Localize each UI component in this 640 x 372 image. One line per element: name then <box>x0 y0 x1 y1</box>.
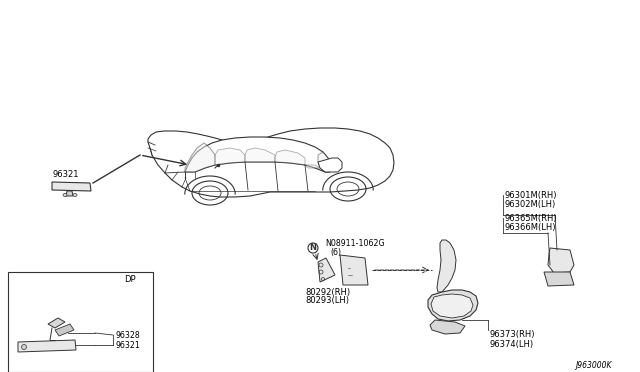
Ellipse shape <box>63 193 67 196</box>
Polygon shape <box>275 150 305 165</box>
Polygon shape <box>318 258 335 282</box>
Polygon shape <box>148 128 394 197</box>
Polygon shape <box>48 318 65 328</box>
Polygon shape <box>437 240 456 292</box>
Polygon shape <box>431 294 473 318</box>
Text: 96366M(LH): 96366M(LH) <box>505 222 557 231</box>
Text: 96302M(LH): 96302M(LH) <box>505 199 556 208</box>
Text: J963000K: J963000K <box>575 360 611 369</box>
Polygon shape <box>318 158 342 172</box>
Polygon shape <box>66 191 73 196</box>
Ellipse shape <box>22 344 26 350</box>
Text: DP: DP <box>124 276 136 285</box>
Polygon shape <box>340 255 368 285</box>
Polygon shape <box>18 340 76 352</box>
Ellipse shape <box>308 243 318 253</box>
Bar <box>8 272 153 372</box>
Text: 96365M(RH): 96365M(RH) <box>505 214 557 222</box>
Text: 96321: 96321 <box>52 170 79 179</box>
Text: 96374(LH): 96374(LH) <box>490 340 534 349</box>
Text: 96328: 96328 <box>115 330 140 340</box>
Text: 80292(RH): 80292(RH) <box>305 288 350 296</box>
Text: 96301M(RH): 96301M(RH) <box>505 190 557 199</box>
Polygon shape <box>428 290 478 321</box>
Polygon shape <box>318 152 330 172</box>
Ellipse shape <box>73 193 77 196</box>
Polygon shape <box>215 148 245 165</box>
Text: 80293(LH): 80293(LH) <box>305 296 349 305</box>
Polygon shape <box>548 248 574 273</box>
Text: N: N <box>310 244 317 253</box>
Text: 96373(RH): 96373(RH) <box>490 330 536 340</box>
Polygon shape <box>52 182 91 191</box>
Polygon shape <box>55 324 74 336</box>
Polygon shape <box>185 143 215 172</box>
Polygon shape <box>544 272 574 286</box>
Polygon shape <box>305 165 320 168</box>
Text: N08911-1062G: N08911-1062G <box>325 238 385 247</box>
Text: 96321: 96321 <box>115 340 140 350</box>
Polygon shape <box>430 320 465 334</box>
Polygon shape <box>185 137 330 172</box>
Polygon shape <box>245 148 275 162</box>
Text: (6): (6) <box>330 247 341 257</box>
